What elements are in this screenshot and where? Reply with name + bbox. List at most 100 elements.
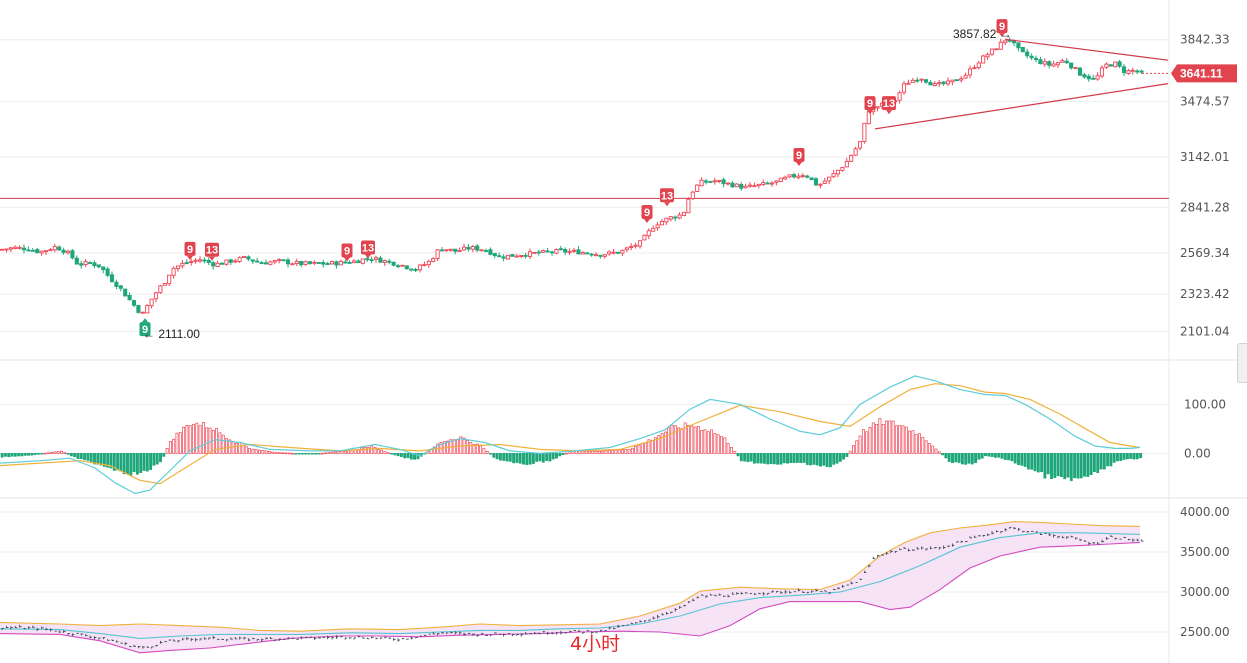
candle-body (413, 269, 418, 271)
macd-histogram-bar (3, 452, 7, 457)
macd-histogram-bar (10, 452, 14, 457)
macd-line[interactable] (0, 375, 1141, 495)
td-signal-pointer (867, 110, 873, 115)
macd-histogram-bar (168, 441, 172, 454)
macd-histogram-bar (660, 433, 664, 454)
macd-histogram-bar (974, 452, 978, 463)
td-signal-marker[interactable]: 9 (184, 241, 196, 260)
macd-histogram-bar (231, 441, 235, 454)
candle-body (79, 263, 84, 266)
candle-body (457, 250, 462, 252)
td-signal-pointer (644, 219, 650, 224)
macd-histogram-bar (710, 429, 714, 454)
td-signal-marker[interactable]: 9 (996, 19, 1008, 38)
candle-body (365, 258, 370, 261)
candle-body (743, 185, 748, 189)
macd-histogram-bar (723, 437, 727, 454)
macd-histogram-bar (208, 427, 212, 454)
macd-histogram-bar (838, 452, 842, 462)
macd-histogram-bar (1109, 452, 1113, 467)
macd-histogram-bar (634, 446, 638, 454)
candle-body (739, 183, 744, 189)
candle-body (193, 259, 198, 262)
td-signal-marker[interactable]: 9 (341, 243, 353, 262)
macd-histogram-bar (489, 452, 492, 455)
band-middle-line[interactable] (0, 532, 1141, 639)
macd-histogram-bar (789, 452, 793, 464)
macd-histogram-bar (561, 452, 565, 456)
td-signal-marker[interactable]: 13 (361, 240, 375, 259)
band-upper-line[interactable] (0, 521, 1141, 632)
td-signal-marker[interactable]: 13 (882, 96, 896, 115)
td-signal-marker[interactable]: 9 (793, 148, 805, 167)
candle-body (527, 251, 533, 257)
candle-body (809, 177, 814, 180)
macd-histogram-bar (677, 427, 681, 454)
td-signal-label: 13 (206, 245, 218, 257)
candle-body (43, 250, 49, 253)
candle-body (1069, 62, 1074, 69)
td-signal-marker[interactable]: 9 (864, 96, 876, 115)
macd-histogram-bar (109, 452, 113, 469)
candle-body (532, 251, 537, 254)
td-signal-marker[interactable]: 9 (641, 205, 653, 224)
macd-histogram-bar (984, 452, 987, 457)
macd-histogram-bar (13, 452, 17, 457)
candle-body (87, 261, 93, 264)
td-signal-marker[interactable]: 9 (139, 318, 151, 337)
macd-histogram-bar (696, 426, 700, 454)
macd-histogram-bar (588, 450, 591, 454)
candle-body (395, 265, 401, 268)
macd-histogram-bar (281, 452, 285, 454)
trendline[interactable] (1004, 38, 1169, 61)
panel-scroll-handle[interactable] (1237, 343, 1247, 383)
macd-histogram-bar (888, 420, 892, 454)
candle-body (589, 253, 594, 256)
candle-body (347, 261, 352, 264)
candle-body (167, 274, 172, 285)
macd-histogram-bar (759, 452, 763, 464)
td-signals: 9 13 9 13 9 9 13 9 9 13 9 (139, 19, 1008, 337)
candle-body (598, 254, 603, 257)
macd-signal-line[interactable] (0, 383, 1141, 485)
candle-body (488, 249, 493, 255)
macd-histogram-bar (314, 452, 318, 455)
band-lower-line[interactable] (0, 541, 1141, 654)
macd-histogram-bar (142, 452, 146, 471)
td-signal-badge (882, 96, 896, 111)
macd-histogram-bar (904, 426, 908, 454)
macd-histogram-bar (690, 425, 694, 454)
trendline[interactable] (874, 83, 1169, 130)
td-signal-badge (660, 188, 674, 203)
macd-histogram-bar (132, 452, 136, 473)
macd-histogram-bar (149, 452, 153, 470)
bands-tick-label: 3000.00 (1180, 585, 1230, 599)
candle-body (224, 259, 229, 265)
candle-body (325, 263, 330, 265)
macd-histogram-bar (1092, 452, 1096, 473)
macd-histogram-bar (264, 450, 268, 454)
td-signal-marker[interactable]: 13 (205, 242, 219, 261)
macd-histogram-bar (1003, 452, 1007, 460)
candle-body (655, 224, 660, 229)
candle-body (910, 79, 915, 84)
td-signal-label: 13 (362, 243, 374, 255)
price-tick-label: 3142.01 (1180, 150, 1230, 164)
candle-body (426, 260, 431, 266)
macd-histogram-bar (383, 451, 387, 454)
macd-histogram-bar (558, 452, 562, 457)
macd-histogram-bar (931, 445, 935, 454)
macd-histogram-bar (89, 452, 93, 462)
price-tick-label: 3842.33 (1180, 33, 1230, 47)
candle-body (703, 180, 709, 183)
candle-body (1047, 61, 1052, 66)
candle-body (624, 247, 629, 251)
candle-body (431, 258, 436, 262)
current-price-tag[interactable] (1171, 64, 1237, 83)
candle-body (175, 265, 181, 269)
candle-body (171, 267, 176, 276)
td-signal-marker[interactable]: 13 (660, 188, 674, 207)
candle-body (149, 298, 154, 307)
macd-histogram-bar (248, 448, 252, 454)
